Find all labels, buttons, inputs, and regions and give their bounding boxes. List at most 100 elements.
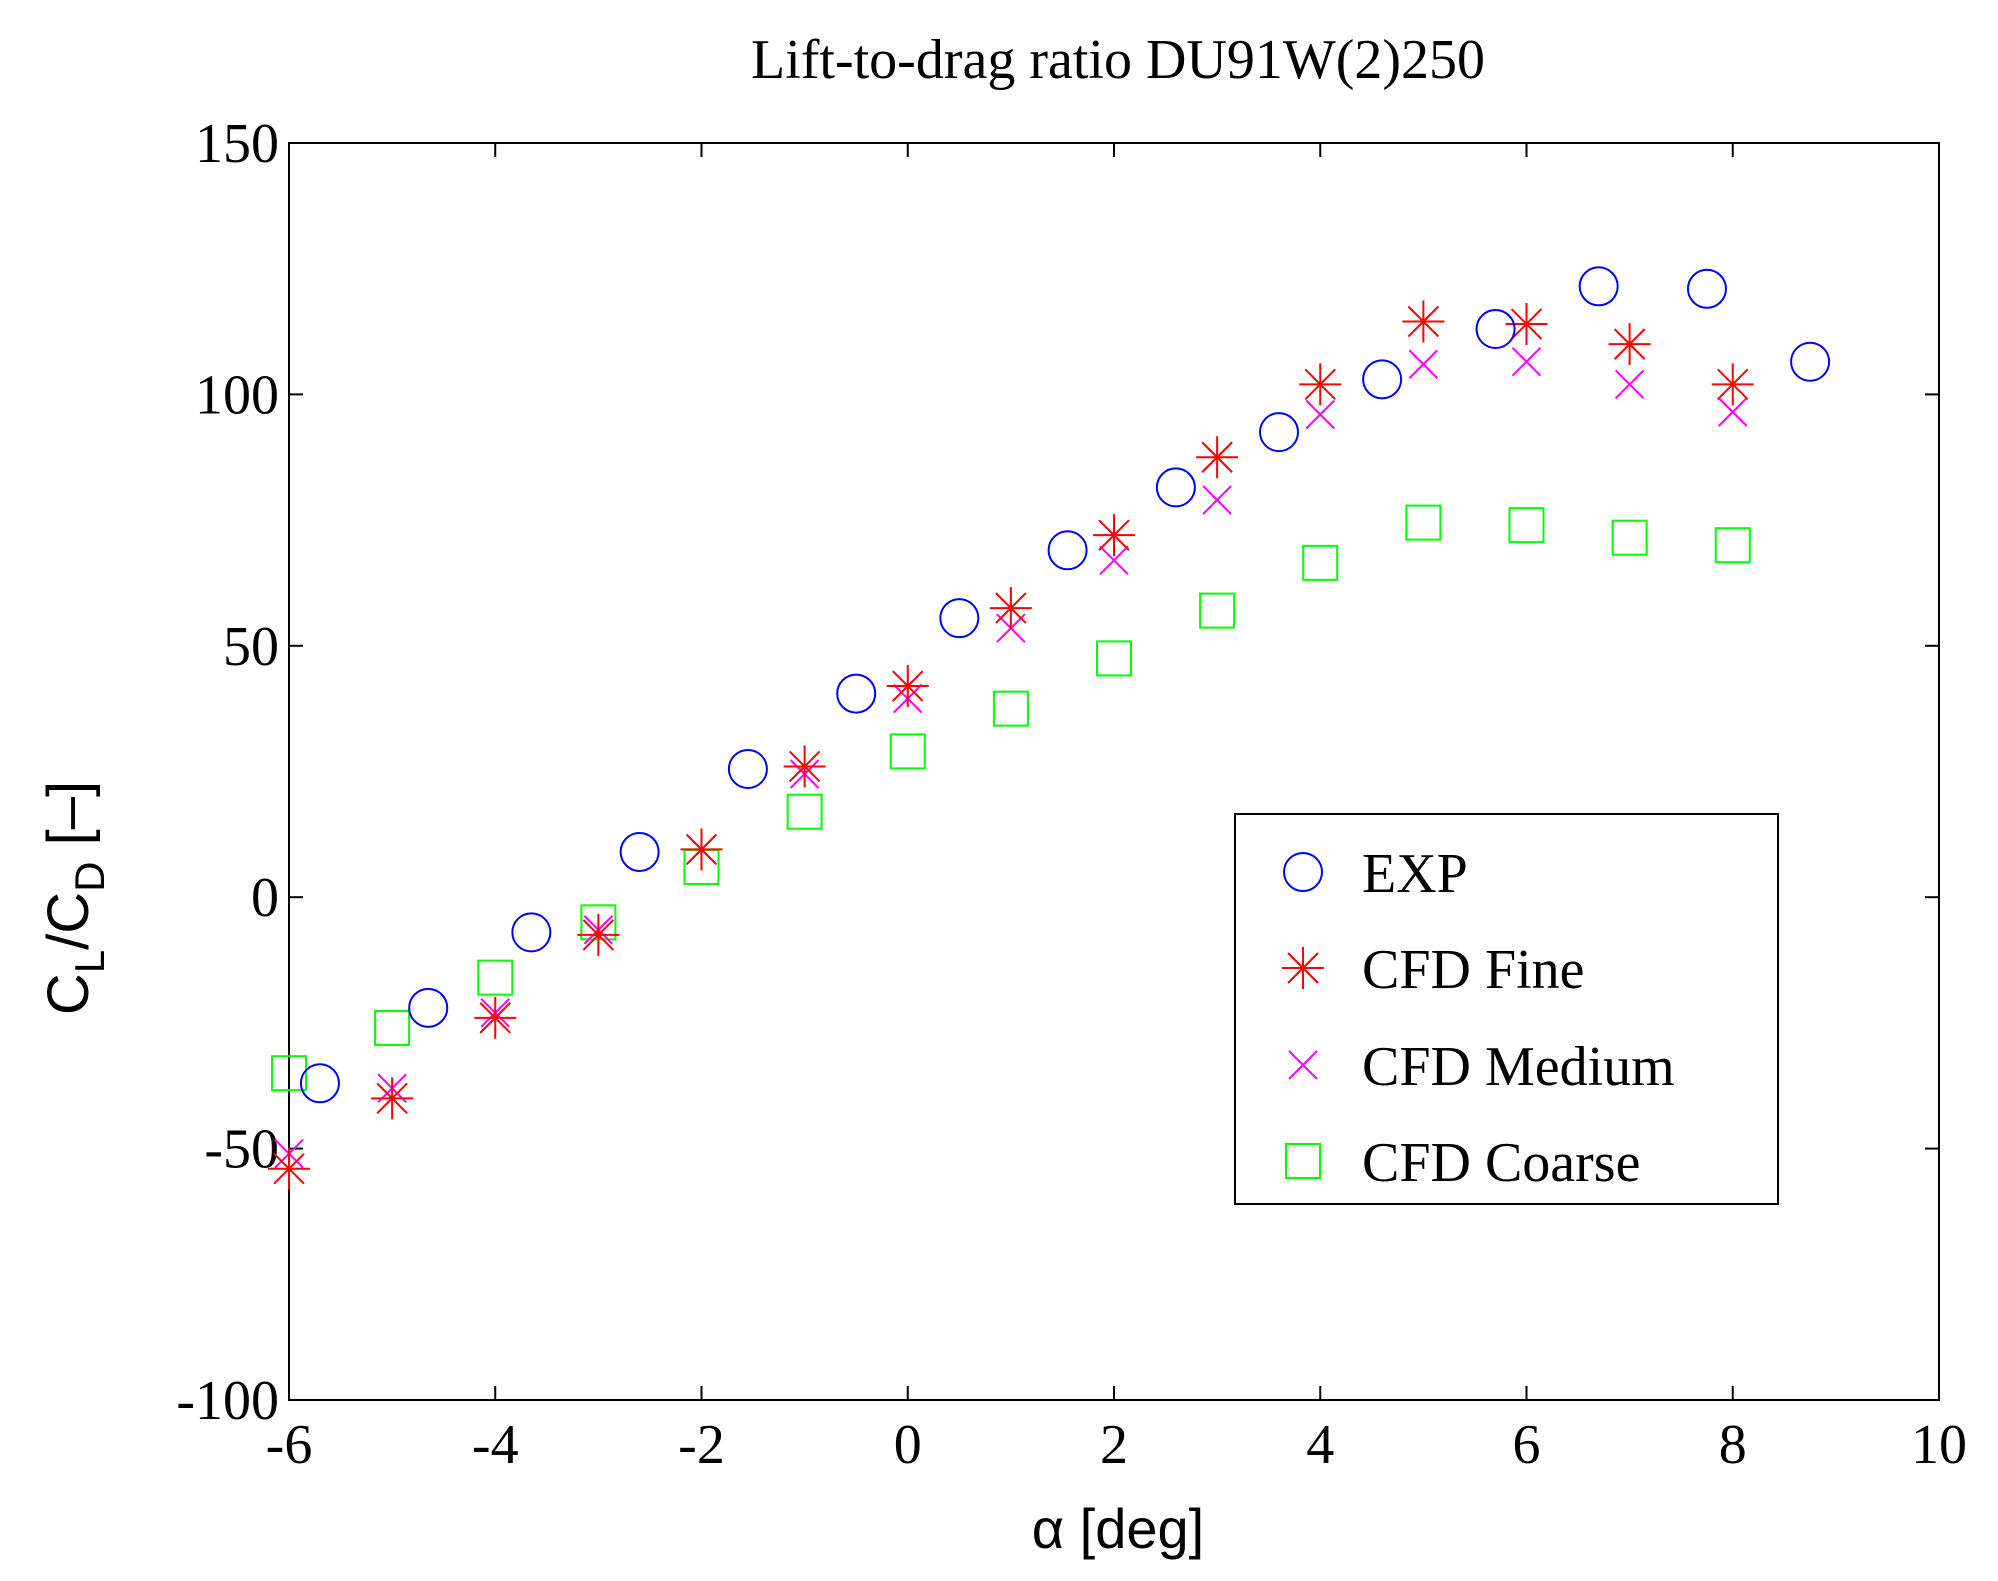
y-tick-label: 0 bbox=[251, 867, 279, 929]
data-point-cfd-fine bbox=[1196, 436, 1239, 479]
asterisk-stroke bbox=[1201, 441, 1233, 473]
x-stroke bbox=[1202, 485, 1232, 515]
x-stroke bbox=[1099, 545, 1129, 576]
y-axis-label: CL/CD [–] bbox=[36, 781, 113, 1015]
data-point-exp bbox=[619, 831, 660, 872]
data-point-exp bbox=[1155, 467, 1196, 508]
data-point-cfd-fine bbox=[577, 913, 620, 956]
data-point-exp bbox=[1047, 530, 1088, 571]
data-point-cfd-fine bbox=[474, 996, 517, 1039]
data-point-cfd-medium bbox=[1305, 399, 1335, 430]
data-point-cfd-medium bbox=[1718, 397, 1748, 427]
x-stroke bbox=[1614, 369, 1645, 400]
legend-box bbox=[1234, 813, 1779, 1205]
x-stroke bbox=[1288, 1050, 1318, 1080]
data-point-exp bbox=[1362, 359, 1403, 400]
y-label-sub-d: D bbox=[66, 862, 113, 892]
y-tick-label: -100 bbox=[176, 1370, 279, 1432]
data-point-cfd-coarse bbox=[271, 1055, 307, 1092]
data-point-cfd-fine bbox=[1093, 514, 1135, 557]
legend-label-cfd-fine: CFD Fine bbox=[1362, 939, 1585, 1001]
legend-marker-cfd-fine bbox=[1282, 947, 1324, 989]
data-point-cfd-coarse bbox=[889, 733, 926, 770]
asterisk-stroke bbox=[479, 1002, 511, 1034]
data-point-cfd-coarse bbox=[477, 959, 514, 996]
data-point-cfd-medium bbox=[1099, 545, 1129, 576]
data-point-cfd-medium bbox=[1202, 485, 1232, 515]
data-point-cfd-coarse bbox=[992, 690, 1029, 727]
data-point-cfd-coarse bbox=[1302, 544, 1339, 581]
series-cfd-fine bbox=[268, 300, 1754, 1190]
asterisk-stroke bbox=[582, 919, 615, 951]
legend-label-exp: EXP bbox=[1362, 843, 1468, 905]
legend-marker-cfd-coarse bbox=[1285, 1143, 1321, 1179]
y-tick-label: 50 bbox=[223, 616, 279, 678]
x-stroke bbox=[1718, 397, 1748, 427]
data-point-cfd-medium bbox=[1511, 347, 1542, 377]
asterisk-stroke bbox=[1613, 328, 1646, 360]
x-tick-label: 6 bbox=[1513, 1414, 1541, 1476]
asterisk-stroke bbox=[1304, 368, 1336, 401]
data-point-cfd-fine bbox=[1608, 323, 1651, 366]
asterisk-stroke bbox=[1510, 308, 1543, 340]
asterisk-stroke bbox=[685, 833, 718, 866]
y-label-slash-c: /C bbox=[36, 892, 101, 950]
data-point-cfd-fine bbox=[1402, 300, 1445, 343]
data-point-cfd-fine bbox=[783, 745, 826, 788]
data-point-exp bbox=[299, 1063, 340, 1104]
data-point-exp bbox=[1686, 268, 1727, 309]
x-tick-label: 4 bbox=[1306, 1414, 1334, 1476]
x-stroke bbox=[1305, 399, 1335, 430]
data-point-cfd-fine bbox=[989, 587, 1032, 630]
series-exp bbox=[299, 266, 1831, 1104]
data-point-cfd-medium bbox=[1408, 349, 1439, 379]
chart-title: Lift-to-drag ratio DU91W(2)250 bbox=[751, 29, 1485, 91]
data-point-cfd-coarse bbox=[1611, 519, 1648, 556]
data-point-exp bbox=[511, 912, 552, 953]
y-tick-label: -50 bbox=[204, 1119, 279, 1181]
data-point-cfd-fine bbox=[1299, 363, 1342, 406]
axis-ticks bbox=[288, 142, 1940, 1401]
data-point-cfd-coarse bbox=[1096, 640, 1132, 677]
data-point-exp bbox=[1475, 309, 1516, 350]
data-point-cfd-coarse bbox=[1508, 507, 1545, 544]
legend-label-cfd-medium: CFD Medium bbox=[1362, 1036, 1675, 1098]
y-label-sub-l: L bbox=[66, 950, 113, 973]
x-tick-label: -2 bbox=[678, 1414, 725, 1476]
x-tick-label: 0 bbox=[894, 1414, 922, 1476]
legend-label-cfd-coarse: CFD Coarse bbox=[1362, 1132, 1640, 1194]
data-point-cfd-coarse bbox=[1199, 592, 1236, 629]
x-stroke bbox=[1511, 347, 1542, 377]
data-series bbox=[268, 266, 1831, 1190]
data-point-cfd-fine bbox=[680, 828, 723, 871]
asterisk-stroke bbox=[995, 592, 1027, 624]
asterisk-stroke bbox=[376, 1082, 408, 1115]
data-point-exp bbox=[1259, 412, 1299, 453]
asterisk-stroke bbox=[273, 1153, 305, 1185]
legend-marker-exp bbox=[1283, 852, 1323, 892]
asterisk-stroke bbox=[788, 750, 821, 783]
y-label-c: C bbox=[36, 973, 101, 1015]
asterisk-stroke bbox=[1287, 952, 1319, 984]
x-tick-label: 2 bbox=[1100, 1414, 1128, 1476]
axis-tick-labels: -6 -4 -2 0 2 4 6 8 10 -100 -50 0 50 100 150 bbox=[176, 113, 1967, 1476]
data-point-cfd-coarse bbox=[374, 1009, 411, 1046]
x-tick-label: -4 bbox=[472, 1414, 519, 1476]
legend-marker-cfd-medium bbox=[1288, 1050, 1318, 1080]
asterisk-stroke bbox=[892, 670, 924, 702]
data-point-cfd-fine bbox=[268, 1147, 310, 1190]
x-stroke bbox=[1408, 349, 1439, 379]
legend: EXP CFD Fine CFD Medium CFD Coarse bbox=[1234, 813, 1779, 1205]
data-point-cfd-fine bbox=[1711, 363, 1754, 406]
data-point-cfd-fine bbox=[371, 1077, 414, 1120]
asterisk-stroke bbox=[1098, 519, 1130, 551]
series-cfd-coarse bbox=[271, 504, 1751, 1092]
data-point-cfd-coarse bbox=[1714, 527, 1751, 564]
data-point-exp bbox=[939, 598, 980, 639]
data-point-cfd-medium bbox=[1614, 369, 1645, 400]
data-point-exp bbox=[1578, 266, 1619, 307]
y-tick-label: 150 bbox=[195, 113, 279, 175]
asterisk-stroke bbox=[1407, 305, 1440, 338]
data-point-exp bbox=[1790, 341, 1831, 382]
